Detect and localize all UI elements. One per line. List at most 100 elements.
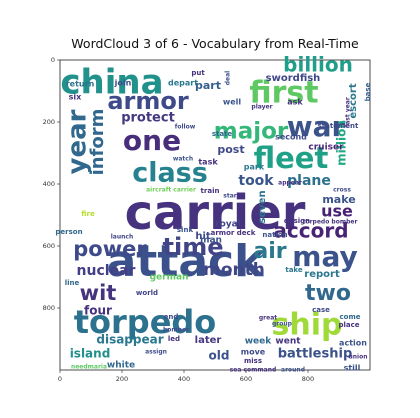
word-ask: ask (287, 98, 303, 107)
y-tick-label: 600 (43, 242, 55, 250)
word-one: one (123, 124, 181, 157)
word-base: base (364, 82, 372, 101)
y-tick-label: 200 (43, 118, 55, 126)
word-well: well (223, 98, 242, 107)
chart-title: WordCloud 3 of 6 - Vocabulary from Real-… (71, 36, 359, 51)
word-class: class (132, 158, 208, 189)
word-month: month (203, 260, 265, 280)
word-island: island (70, 347, 111, 361)
word-part: part (195, 79, 221, 92)
word-air: air (253, 239, 286, 264)
word-case: case (312, 306, 330, 314)
word-swordfish: swordfish (266, 73, 321, 84)
y-tick-label: 400 (43, 180, 55, 188)
word-park: park (244, 163, 265, 172)
word-attack: attack (107, 236, 266, 287)
word-year: year (63, 109, 93, 174)
word-nation: nation (262, 231, 287, 239)
word-led: led (168, 335, 180, 343)
word-fire: fire (81, 210, 95, 218)
word-seven: seven (257, 190, 268, 223)
word-task: task (198, 158, 218, 167)
word-take: take (285, 266, 303, 274)
word-may: may (292, 240, 357, 273)
word-person: person (55, 228, 82, 236)
word-follow: follow (175, 124, 196, 131)
y-tick-label: 0 (51, 56, 55, 64)
word-depart: depart (168, 79, 198, 88)
word-fleet: fleet (254, 141, 329, 175)
word-power: power (73, 237, 147, 261)
word-major: major (214, 119, 289, 145)
word-statement: statement (318, 122, 359, 130)
word-report: report (304, 269, 340, 280)
word-plane: plane (287, 173, 331, 189)
word-around: around (281, 367, 305, 374)
word-six: six (69, 93, 83, 102)
word-battleship: battleship (278, 347, 353, 362)
word-billion: billion (283, 53, 353, 77)
word-cruiser: cruiser (308, 143, 344, 153)
word-million: million (335, 120, 349, 166)
word-two: two (305, 281, 351, 306)
word-week: week (245, 337, 273, 347)
word-ship: ship (272, 308, 343, 343)
word-launch: launch (111, 234, 133, 241)
word-world: world (136, 289, 158, 297)
word-deal: deal (225, 71, 232, 85)
word-post: post (217, 143, 244, 156)
word-royal: royal (215, 220, 241, 230)
word-carrier: carrier (125, 185, 306, 241)
word-second: second (275, 133, 307, 142)
word-still: still (344, 364, 361, 373)
word-train: train (201, 187, 220, 195)
word-needmaria: needmaria (71, 364, 107, 371)
word-armor: armor (107, 87, 189, 115)
word-first: first (249, 76, 318, 111)
word-use: use (321, 202, 353, 221)
word-inform: inform (87, 109, 108, 176)
word-end: end (164, 313, 179, 321)
word-assign: assign (145, 349, 167, 356)
word-last-year: last year (345, 97, 352, 127)
word-put: put (191, 69, 205, 77)
word-great: great (259, 315, 277, 322)
word-accord: accord (273, 219, 348, 243)
y-axis: 0 200 400 600 800 (43, 56, 60, 312)
word-action: action (339, 339, 367, 348)
word-white: white (107, 361, 135, 371)
word-group: group (272, 321, 293, 328)
word-went: went (275, 337, 301, 347)
x-tick-label: 400 (178, 375, 190, 383)
x-tick-label: 800 (302, 375, 314, 383)
word-hit: hit (195, 231, 211, 242)
word-make: make (322, 193, 355, 206)
word-appear: appear (278, 180, 302, 187)
word-war: war (287, 110, 346, 143)
word-german: german (150, 273, 189, 283)
word-sea-command: sea command (230, 367, 277, 374)
word-old: old (209, 349, 230, 363)
x-axis: 0 200 400 600 800 (58, 370, 314, 383)
word-later: later (195, 335, 222, 346)
word-state: state (212, 130, 233, 138)
word-watch: watch (173, 156, 193, 163)
word-protect: protect (121, 111, 175, 126)
plot-frame (59, 59, 371, 371)
word-come: come (340, 313, 361, 321)
word-torpedo: torpedo (74, 303, 217, 341)
word-cross: cross (333, 187, 351, 194)
word-player: player (251, 104, 272, 111)
word-move: move (241, 348, 266, 357)
word-disappear: disappear (96, 333, 163, 347)
word-join: join (114, 79, 132, 88)
word-took: took (238, 173, 274, 189)
word-return: return (66, 80, 95, 89)
word-place: place (338, 321, 359, 329)
x-tick-label: 200 (116, 375, 128, 383)
word-union: union (349, 354, 368, 361)
word-wit: wit (80, 281, 117, 305)
word-design: design (284, 217, 310, 225)
